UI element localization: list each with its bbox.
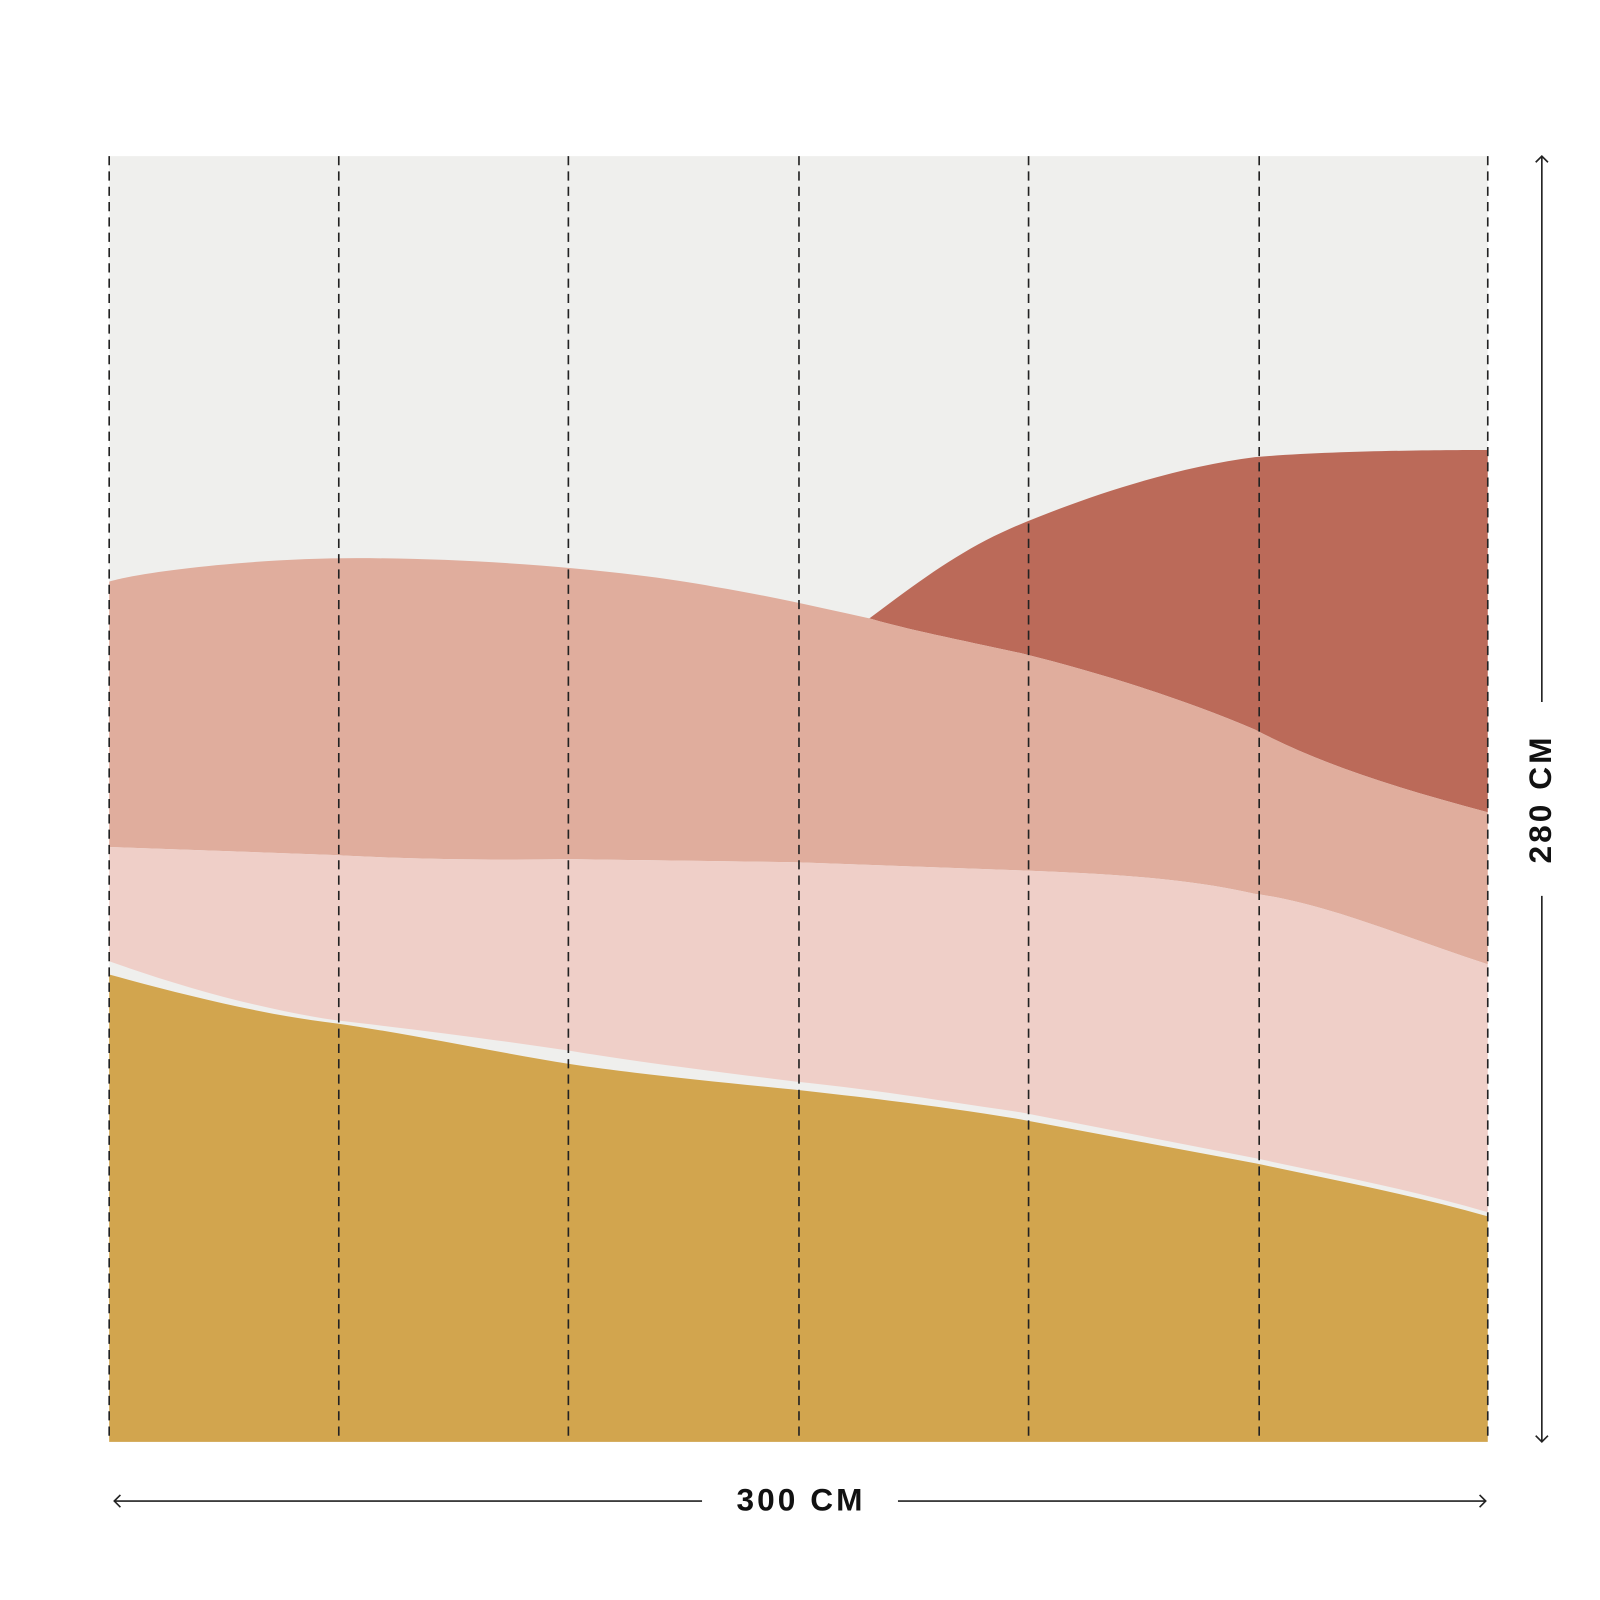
height-label: 280 CM: [1522, 734, 1558, 863]
panel-cut-lines: [108, 156, 1489, 1442]
dimension-arrow: [1535, 895, 1549, 1443]
dimension-arrow: [1535, 154, 1549, 703]
height-dimension: 280 CM: [1522, 154, 1558, 1443]
gold-ground: [109, 974, 1488, 1442]
dimension-arrow: [113, 1494, 703, 1508]
width-dimension: 300 CM: [113, 1481, 1487, 1517]
dimension-arrow: [897, 1494, 1487, 1508]
dark-hill: [869, 450, 1488, 813]
width-label: 300 CM: [736, 1481, 865, 1517]
